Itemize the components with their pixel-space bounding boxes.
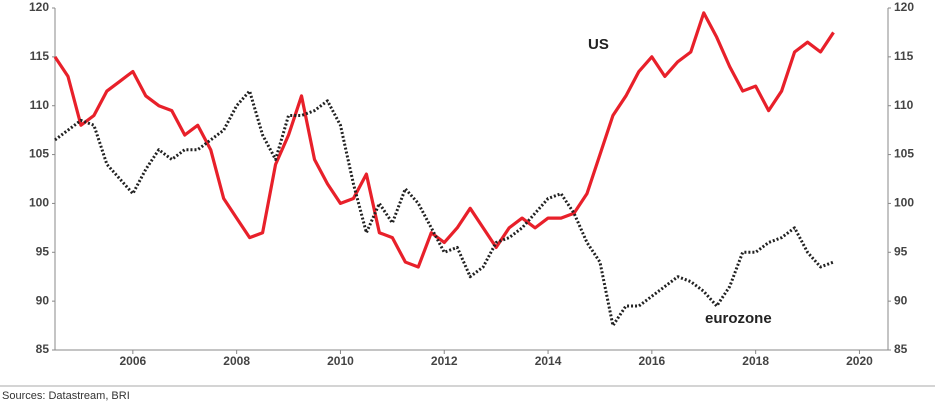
y2-tick-label: 110: [894, 98, 914, 112]
x-tick-label: 2016: [639, 354, 666, 368]
x-tick-label: 2010: [327, 354, 354, 368]
y-tick-label: 90: [36, 293, 50, 307]
x-tick-label: 2008: [223, 354, 250, 368]
y2-tick-label: 90: [894, 293, 908, 307]
y2-tick-label: 120: [894, 0, 914, 14]
x-tick-label: 2012: [431, 354, 458, 368]
series-line: [54, 89, 835, 328]
y2-tick-label: 105: [894, 147, 914, 161]
x-tick-label: 2014: [535, 354, 562, 368]
x-tick-label: 2020: [846, 354, 873, 368]
y-tick-label: 115: [30, 49, 50, 63]
annotation: US: [588, 36, 609, 53]
y-tick-label: 85: [36, 342, 50, 356]
y2-tick-label: 85: [894, 342, 908, 356]
series-line: [53, 11, 835, 269]
y2-tick-label: 100: [894, 196, 914, 210]
y-tick-label: 120: [29, 0, 49, 14]
y-tick-label: 95: [36, 244, 50, 258]
x-tick-label: 2018: [742, 354, 769, 368]
y2-tick-label: 115: [894, 49, 914, 63]
source-note: Sources: Datastream, BRI: [2, 390, 130, 402]
y-tick-label: 110: [30, 98, 50, 112]
y-tick-label: 105: [29, 147, 49, 161]
annotation: eurozone: [705, 310, 772, 327]
y2-tick-label: 95: [894, 244, 908, 258]
x-tick-label: 2006: [119, 354, 146, 368]
y-tick-label: 100: [29, 196, 49, 210]
